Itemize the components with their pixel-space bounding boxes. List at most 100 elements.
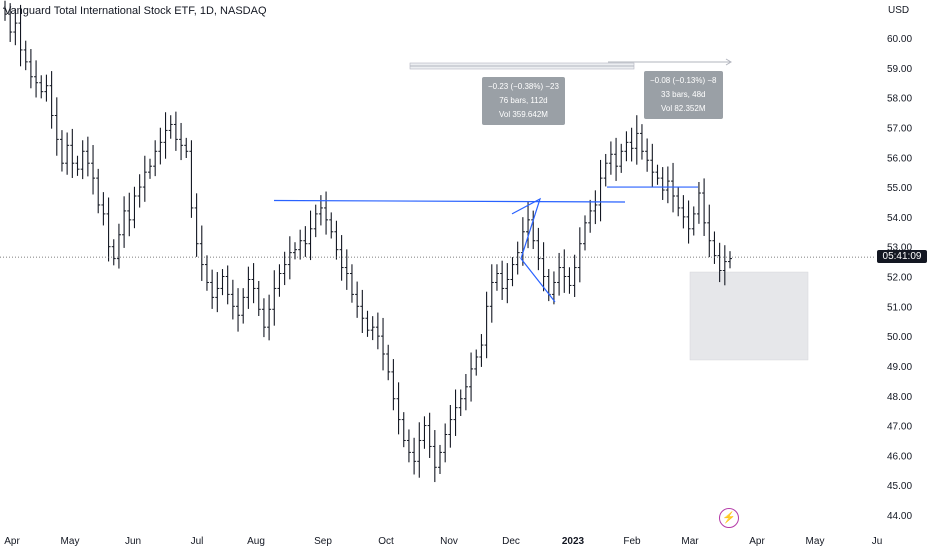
measure-box-2-change: −0.08 (−0.13%) −8: [650, 76, 717, 85]
projection-zone-rect: [689, 271, 809, 361]
ohlc-bar: [608, 141, 613, 175]
y-tick-label: 49.00: [887, 362, 912, 373]
measure-box-1[interactable]: −0.23 (−0.38%) −23 76 bars, 112d Vol 359…: [482, 77, 565, 125]
ohlc-bar: [163, 112, 168, 159]
ohlc-bars: [3, 0, 732, 483]
ohlc-bar: [583, 215, 587, 251]
x-tick-label: Jun: [125, 536, 141, 547]
ohlc-bar: [469, 352, 474, 402]
y-tick-label: 48.00: [887, 392, 912, 403]
lightning-icon[interactable]: ⚡: [719, 508, 739, 528]
ohlc-bar: [54, 97, 59, 156]
y-tick-label: 58.00: [887, 94, 912, 105]
ohlc-bar: [344, 249, 349, 290]
x-tick-label: Feb: [623, 536, 641, 547]
y-tick-label: 45.00: [887, 481, 912, 492]
ohlc-bar: [122, 196, 127, 248]
ohlc-bar: [308, 210, 313, 261]
ohlc-bar: [427, 412, 432, 458]
ohlc-bar: [562, 249, 567, 293]
ohlc-bar: [184, 137, 189, 158]
ohlc-bar: [412, 437, 417, 475]
ohlc-bar: [28, 49, 33, 89]
ohlc-bar: [204, 255, 209, 291]
ohlc-bar: [619, 143, 624, 173]
ohlc-bar: [712, 231, 717, 264]
ohlc-bar: [313, 204, 318, 238]
ohlc-bar: [401, 412, 406, 448]
ohlc-bar: [639, 124, 644, 160]
ohlc-bar: [3, 0, 7, 21]
ohlc-bar: [225, 265, 230, 305]
x-axis: Apr May Jun Jul Aug Sep Oct Nov Dec 2023 Feb Mar Apr…: [4, 536, 882, 547]
ohlc-bar: [432, 430, 437, 483]
ohlc-bar: [277, 264, 282, 297]
x-tick-label: May: [806, 536, 825, 547]
ohlc-bar: [189, 140, 194, 218]
ohlc-bar: [438, 444, 442, 475]
ohlc-bar: [194, 193, 199, 257]
ohlc-bar: [577, 227, 582, 283]
ohlc-bar: [696, 181, 701, 224]
ohlc-bar: [665, 166, 670, 204]
ohlc-bar: [246, 266, 251, 309]
x-tick-label: Aug: [247, 536, 265, 547]
ohlc-bar: [510, 257, 515, 287]
ohlc-bar: [116, 223, 121, 269]
ohlc-bar: [660, 167, 665, 200]
ohlc-bar: [500, 260, 505, 300]
ohlc-bar: [396, 382, 401, 435]
ohlc-bar: [13, 8, 18, 46]
ohlc-bar: [702, 178, 707, 236]
ohlc-bar: [199, 225, 204, 281]
ohlc-bar: [676, 186, 681, 217]
x-tick-label: Sep: [314, 536, 332, 547]
ohlc-bar: [101, 192, 106, 226]
ohlc-bar: [261, 298, 266, 338]
ohlc-bar: [230, 279, 235, 320]
ohlc-bar: [334, 220, 339, 260]
ohlc-bar: [686, 200, 691, 244]
ohlc-bar: [494, 264, 499, 291]
ohlc-bar: [598, 159, 603, 222]
ohlc-bar: [448, 404, 453, 448]
ohlc-bar: [96, 168, 101, 214]
ohlc-bar: [551, 271, 556, 305]
x-tick-label: Apr: [749, 536, 765, 547]
ohlc-bar: [505, 263, 510, 304]
y-axis: 60.00 59.00 58.00 57.00 56.00 55.00 54.00 53.00…: [887, 34, 912, 522]
y-tick-label: 50.00: [887, 332, 912, 343]
measure-box-2[interactable]: −0.08 (−0.13%) −8 33 bars, 48d Vol 82.35…: [644, 71, 723, 119]
ohlc-bar: [479, 334, 484, 367]
ohlc-bar: [453, 389, 458, 436]
ohlc-bar: [681, 195, 686, 229]
ohlc-bar: [132, 186, 137, 229]
ohlc-bar: [23, 40, 28, 71]
x-tick-label: Jul: [191, 536, 204, 547]
current-price-label: 05:41:09: [877, 250, 927, 263]
ohlc-bar: [215, 272, 220, 313]
channel-line: [511, 197, 556, 303]
ohlc-bar: [303, 226, 308, 257]
ohlc-bar: [567, 267, 572, 294]
ohlc-bar: [422, 416, 427, 449]
ohlc-bar: [489, 264, 494, 323]
y-tick-label: 44.00: [887, 511, 912, 522]
ohlc-bar: [70, 128, 75, 178]
ohlc-bar: [142, 155, 147, 202]
ohlc-bar: [256, 280, 261, 317]
ohlc-bar: [655, 164, 660, 185]
y-tick-label: 54.00: [887, 213, 912, 224]
ohlc-bar: [386, 344, 391, 381]
ohlc-bar: [650, 143, 655, 187]
ohlc-bar: [137, 174, 142, 208]
ohlc-bar: [39, 75, 44, 99]
y-tick-label: 47.00: [887, 422, 912, 433]
ohlc-bar: [85, 136, 90, 177]
ohlc-bar: [287, 236, 292, 280]
ohlc-bar: [588, 199, 593, 233]
ohlc-bar: [49, 71, 54, 129]
ohlc-bar: [645, 138, 650, 172]
ohlc-bar: [173, 111, 178, 151]
